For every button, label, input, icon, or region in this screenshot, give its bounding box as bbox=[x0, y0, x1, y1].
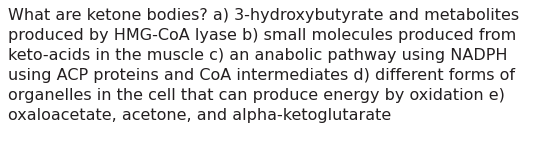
Text: What are ketone bodies? a) 3-hydroxybutyrate and metabolites
produced by HMG-CoA: What are ketone bodies? a) 3-hydroxybuty… bbox=[8, 8, 519, 123]
